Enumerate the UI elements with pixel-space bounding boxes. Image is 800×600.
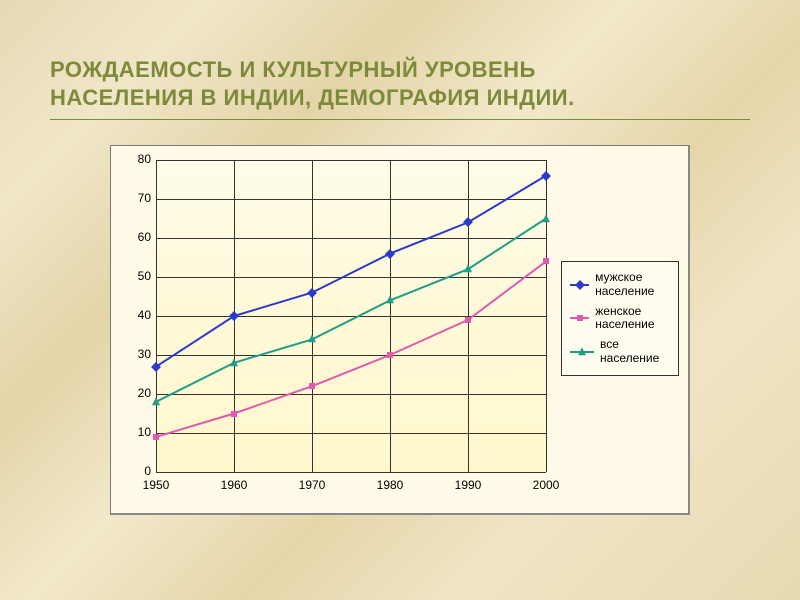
x-tick-label: 1980: [370, 478, 410, 492]
chart-container: 0 10 20 30 40 50 60 70 80 1950 1960 1970 1980 1990 20…: [110, 145, 690, 515]
triangle-marker-icon: [152, 397, 160, 405]
y-tick-label: 80: [121, 152, 151, 166]
triangle-marker-icon: [578, 347, 586, 355]
y-tick-label: 30: [121, 347, 151, 361]
triangle-marker-icon: [464, 264, 472, 272]
y-tick-label: 50: [121, 269, 151, 283]
square-marker-icon: [465, 317, 471, 323]
legend-swatch: [570, 311, 589, 325]
legend-label: мужское население: [595, 271, 670, 299]
y-tick-label: 70: [121, 191, 151, 205]
square-marker-icon: [387, 352, 393, 358]
x-tick-label: 1990: [448, 478, 488, 492]
x-tick-label: 1960: [214, 478, 254, 492]
slide: Рождаемость и культурный уровень населен…: [0, 0, 800, 600]
slide-title-line1: Рождаемость и культурный уровень: [50, 56, 750, 84]
y-tick-label: 20: [121, 386, 151, 400]
legend: мужское население женское население все на…: [561, 261, 679, 376]
x-tick-label: 1970: [292, 478, 332, 492]
triangle-marker-icon: [230, 358, 238, 366]
legend-label: женское население: [595, 305, 670, 333]
series-svg: [156, 160, 546, 472]
series-line-male: [156, 176, 546, 367]
square-marker-icon: [543, 258, 549, 264]
legend-item-all: все население: [570, 335, 670, 369]
square-marker-icon: [153, 434, 159, 440]
legend-item-female: женское население: [570, 302, 670, 336]
plot-area: [156, 160, 546, 472]
legend-label: все население: [600, 338, 670, 366]
series-line-all: [156, 219, 546, 402]
gridline-h: [156, 472, 546, 473]
square-marker-icon: [231, 411, 237, 417]
gridline-v: [546, 160, 547, 472]
y-tick-label: 40: [121, 308, 151, 322]
square-marker-icon: [577, 315, 583, 321]
x-tick-label: 1950: [136, 478, 176, 492]
y-tick-label: 0: [121, 464, 151, 478]
y-tick-label: 60: [121, 230, 151, 244]
title-block: Рождаемость и культурный уровень населен…: [50, 56, 750, 120]
diamond-marker-icon: [575, 280, 585, 290]
triangle-marker-icon: [542, 214, 550, 222]
slide-title-line2: населения в Индии, демография Индии.: [50, 84, 750, 112]
y-tick-label: 10: [121, 425, 151, 439]
triangle-marker-icon: [308, 335, 316, 343]
title-underline: [50, 119, 750, 120]
legend-swatch: [570, 345, 594, 359]
square-marker-icon: [309, 383, 315, 389]
triangle-marker-icon: [386, 296, 394, 304]
legend-item-male: мужское население: [570, 268, 670, 302]
x-tick-label: 2000: [526, 478, 566, 492]
legend-swatch: [570, 278, 589, 292]
series-line-female: [156, 261, 546, 437]
